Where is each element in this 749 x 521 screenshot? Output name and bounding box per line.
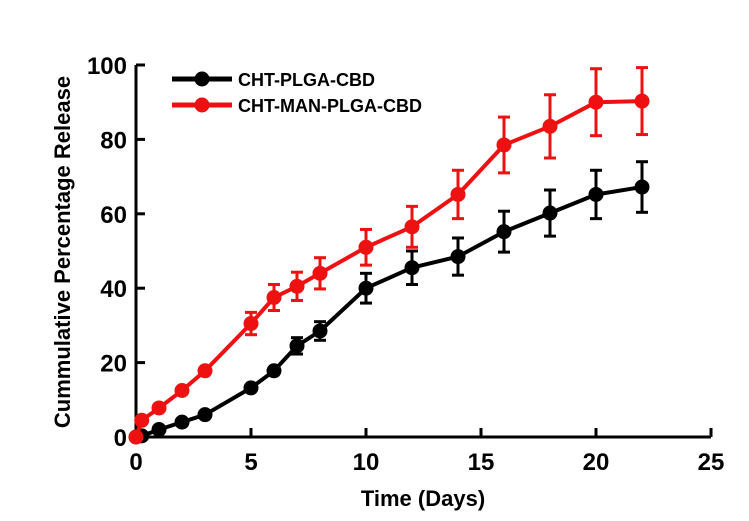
data-point-cht-man-plga-cbd xyxy=(266,290,282,305)
data-point-cht-man-plga-cbd xyxy=(496,137,512,153)
y-tick-label: 60 xyxy=(100,202,127,229)
y-tick-label: 80 xyxy=(100,127,127,154)
data-point-cht-plga-cbd xyxy=(404,260,420,276)
x-tick-label: 20 xyxy=(583,449,610,476)
x-tick-label: 15 xyxy=(468,449,495,476)
legend-marker-cht-man-plga-cbd xyxy=(194,97,210,113)
data-point-cht-plga-cbd xyxy=(542,205,558,221)
data-point-cht-plga-cbd xyxy=(588,186,604,202)
data-point-cht-man-plga-cbd xyxy=(312,265,328,281)
x-axis-title: Time (Days) xyxy=(361,486,485,511)
x-tick-label: 25 xyxy=(698,449,725,476)
data-point-cht-man-plga-cbd xyxy=(243,316,259,332)
x-tick-label: 0 xyxy=(129,449,142,476)
legend-marker-cht-plga-cbd xyxy=(194,71,210,87)
data-point-cht-man-plga-cbd xyxy=(358,239,374,255)
data-point-cht-plga-cbd xyxy=(634,179,650,195)
series-line-cht-man-plga-cbd xyxy=(134,99,643,438)
legend: CHT-PLGA-CBD CHT-MAN-PLGA-CBD xyxy=(172,70,422,116)
data-point-cht-plga-cbd xyxy=(289,338,305,354)
data-point-cht-man-plga-cbd xyxy=(289,278,305,294)
data-point-cht-plga-cbd xyxy=(197,407,213,423)
series-line-cht-plga-cbd xyxy=(135,185,643,439)
data-point-cht-plga-cbd xyxy=(358,280,374,296)
data-point-cht-plga-cbd xyxy=(312,323,328,339)
y-tick-label: 40 xyxy=(100,276,127,303)
data-point-cht-man-plga-cbd xyxy=(634,93,650,109)
y-tick-label: 0 xyxy=(114,425,127,452)
data-point-cht-man-plga-cbd xyxy=(174,383,190,398)
x-tick-label: 5 xyxy=(244,449,257,476)
plot-area: 0 5 10 15 20 25 0 20 40 60 80 100 xyxy=(87,53,724,476)
y-tick-label: 20 xyxy=(100,351,127,378)
y-axis-title: Cummulative Percentage Release xyxy=(50,76,75,428)
x-tick-label: 10 xyxy=(353,449,380,476)
data-point-cht-man-plga-cbd xyxy=(404,219,420,235)
data-point-cht-man-plga-cbd xyxy=(197,363,213,379)
data-point-cht-man-plga-cbd xyxy=(542,118,558,134)
data-point-cht-man-plga-cbd xyxy=(128,429,144,445)
data-point-cht-man-plga-cbd xyxy=(450,186,466,202)
data-point-cht-man-plga-cbd xyxy=(151,400,167,416)
data-point-cht-plga-cbd xyxy=(174,414,190,430)
data-point-cht-man-plga-cbd xyxy=(134,412,150,428)
legend-label-cht-man-plga-cbd: CHT-MAN-PLGA-CBD xyxy=(238,96,422,116)
data-point-cht-plga-cbd xyxy=(450,249,466,265)
data-point-cht-plga-cbd xyxy=(496,224,512,240)
data-point-cht-plga-cbd xyxy=(151,422,167,438)
data-point-cht-man-plga-cbd xyxy=(588,94,604,110)
data-point-cht-plga-cbd xyxy=(243,380,259,396)
legend-label-cht-plga-cbd: CHT-PLGA-CBD xyxy=(238,70,375,90)
data-point-cht-plga-cbd xyxy=(266,363,282,379)
y-tick-label: 100 xyxy=(87,53,127,80)
